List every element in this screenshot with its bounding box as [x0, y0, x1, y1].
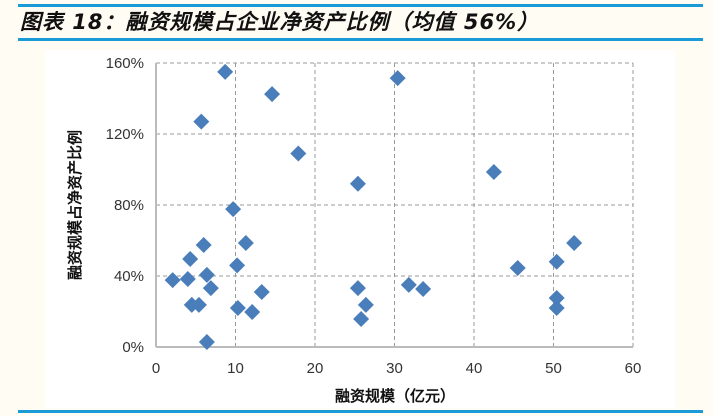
data-point — [389, 70, 406, 87]
y-tick-label: 40% — [114, 268, 144, 285]
x-tick-label: 0 — [152, 360, 160, 377]
x-tick-label: 40 — [466, 360, 483, 377]
data-point — [485, 163, 502, 180]
data-point — [195, 236, 212, 253]
x-tick-label: 10 — [227, 360, 244, 377]
data-point — [400, 276, 417, 293]
data-point — [164, 272, 181, 289]
data-point — [509, 260, 526, 277]
data-point — [225, 201, 242, 218]
data-point — [202, 280, 219, 297]
data-point — [198, 266, 215, 283]
y-tick-label: 0% — [122, 339, 144, 356]
data-point — [229, 299, 246, 316]
x-tick-label: 20 — [307, 360, 324, 377]
data-point — [290, 145, 307, 162]
chart-title: 图表 18：融资规模占企业净资产比例（均值 56%） — [20, 10, 540, 34]
title-top-rule — [18, 4, 703, 7]
data-point — [253, 283, 270, 300]
data-point — [548, 299, 565, 316]
data-point — [415, 280, 432, 297]
chart-area — [45, 50, 675, 408]
x-axis-label: 融资规模（亿元） — [335, 387, 455, 405]
data-point — [353, 310, 370, 327]
data-point — [349, 280, 366, 297]
data-point — [182, 250, 199, 267]
data-point — [244, 304, 261, 321]
data-point — [237, 234, 254, 251]
y-axis-label: 融资规模占净资产比例 — [66, 130, 84, 280]
x-tick-label: 30 — [386, 360, 403, 377]
data-point — [193, 113, 210, 130]
x-tick-label: 60 — [625, 360, 642, 377]
data-point — [349, 175, 366, 192]
y-tick-label: 160% — [106, 55, 144, 72]
data-point — [229, 257, 246, 274]
data-point — [190, 296, 207, 313]
data-point — [198, 334, 215, 351]
y-tick-label: 120% — [106, 126, 144, 143]
data-point — [357, 296, 374, 313]
x-tick-label: 50 — [545, 360, 562, 377]
data-point — [566, 234, 583, 251]
data-point — [548, 290, 565, 307]
title-bottom-rule — [18, 38, 703, 41]
data-point — [548, 253, 565, 270]
footer-rule — [18, 410, 703, 413]
y-tick-label: 80% — [114, 197, 144, 214]
data-point — [217, 63, 234, 80]
data-point — [264, 86, 281, 103]
data-point — [179, 271, 196, 288]
